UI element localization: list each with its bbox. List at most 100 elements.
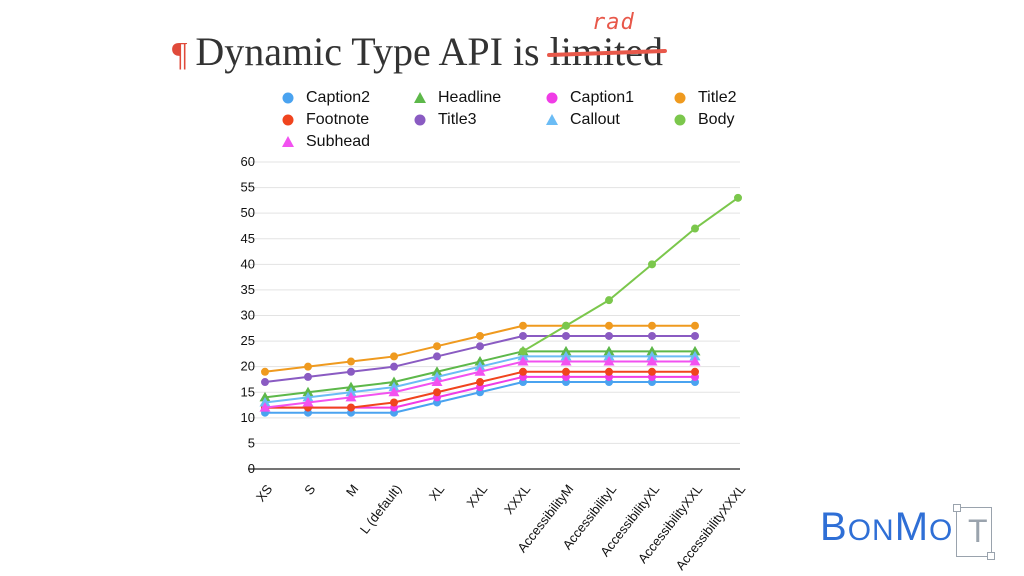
data-point-callout xyxy=(560,350,572,361)
legend-marker-circle-icon xyxy=(674,114,686,126)
data-point-callout xyxy=(259,396,271,407)
legend-label: Footnote xyxy=(306,111,370,128)
data-point-title2 xyxy=(476,331,484,340)
data-point-footnote xyxy=(390,398,398,407)
x-tick-label: S xyxy=(301,481,318,497)
data-point-title3 xyxy=(347,367,355,376)
data-point-title3 xyxy=(433,352,441,361)
legend-item-callout: Callout xyxy=(544,111,620,129)
legend-item-title3: Title3 xyxy=(412,111,477,129)
data-point-footnote xyxy=(476,378,484,387)
bonmot-logo: BONMO T xyxy=(820,504,995,560)
data-point-title2 xyxy=(261,367,269,376)
data-point-subhead xyxy=(474,366,486,376)
y-tick-label: 20 xyxy=(241,359,255,374)
data-point-subhead xyxy=(259,402,271,412)
legend-item-body: Body xyxy=(672,111,734,129)
series-line-body xyxy=(522,197,739,353)
legend-label: Callout xyxy=(570,111,620,128)
data-point-headline xyxy=(560,345,572,356)
legend-marker-triangle-icon xyxy=(282,136,294,147)
y-tick-label: 25 xyxy=(241,333,255,348)
data-point-headline xyxy=(474,356,486,366)
legend-marker-circle-icon xyxy=(546,92,558,104)
data-point-headline xyxy=(646,345,658,356)
data-point-headline xyxy=(302,386,314,397)
legend-item-caption2: Caption2 xyxy=(280,89,370,107)
data-point-body xyxy=(734,193,742,202)
data-point-callout xyxy=(646,350,658,361)
data-point-callout xyxy=(302,391,314,402)
data-point-subhead xyxy=(560,356,572,366)
legend-marker-circle-icon xyxy=(282,92,294,104)
data-point-callout xyxy=(388,381,400,392)
y-tick-label: 50 xyxy=(241,205,255,220)
legend-marker-triangle-icon xyxy=(546,114,558,125)
legend-marker-circle-icon xyxy=(674,92,686,104)
data-point-subhead xyxy=(388,386,400,397)
y-tick-label: 35 xyxy=(241,282,255,297)
data-point-title3 xyxy=(390,362,398,371)
data-point-subhead xyxy=(603,356,615,366)
data-point-body xyxy=(519,347,527,356)
data-point-title3 xyxy=(691,331,699,340)
y-tick-label: 5 xyxy=(248,435,255,450)
data-point-footnote xyxy=(605,367,613,376)
x-tick-label: XXXL xyxy=(501,482,533,517)
data-point-footnote xyxy=(562,367,570,376)
x-tick-label: L (default) xyxy=(357,482,405,537)
data-point-title3 xyxy=(476,342,484,351)
legend-item-headline: Headline xyxy=(412,89,501,107)
data-point-subhead xyxy=(689,356,701,366)
data-point-title2 xyxy=(347,357,355,366)
logo-wordmark: BONMO xyxy=(820,505,954,549)
data-point-body xyxy=(691,224,699,233)
legend-label: Body xyxy=(698,111,735,128)
data-point-title3 xyxy=(304,372,312,381)
data-point-subhead xyxy=(646,356,658,366)
data-point-body xyxy=(605,296,613,305)
x-tick-label: XL xyxy=(426,482,448,504)
legend-label: Caption1 xyxy=(570,89,635,106)
legend-marker-triangle-icon xyxy=(414,92,426,103)
y-tick-label: 60 xyxy=(241,154,255,169)
data-point-subhead xyxy=(345,391,357,402)
y-tick-label: 15 xyxy=(241,384,255,399)
data-point-headline xyxy=(259,391,271,402)
data-point-footnote xyxy=(433,388,441,397)
legend-item-caption1: Caption1 xyxy=(544,89,634,107)
legend-item-footnote: Footnote xyxy=(280,111,369,129)
y-tick-label: 10 xyxy=(241,410,255,425)
data-point-title2 xyxy=(519,321,527,330)
x-tick-label: M xyxy=(343,482,361,500)
data-point-title2 xyxy=(648,321,656,330)
title-struck-word: limited xyxy=(546,28,667,75)
data-point-headline xyxy=(388,376,400,387)
logo-t-letter: T xyxy=(968,513,988,549)
data-point-subhead xyxy=(302,396,314,407)
data-point-subhead xyxy=(431,376,443,387)
x-tick-label: XS xyxy=(253,481,276,504)
y-tick-label: 40 xyxy=(241,256,255,271)
data-point-headline xyxy=(431,366,443,376)
data-point-callout xyxy=(689,350,701,361)
title-main-text: Dynamic Type API is xyxy=(195,29,550,74)
data-point-title2 xyxy=(304,362,312,371)
legend-marker-circle-icon xyxy=(282,114,294,126)
legend-label: Title3 xyxy=(438,111,477,128)
data-point-footnote xyxy=(648,367,656,376)
data-point-title3 xyxy=(605,331,613,340)
legend-label: Subhead xyxy=(306,133,371,150)
legend-item-title2: Title2 xyxy=(672,89,737,107)
data-point-title3 xyxy=(562,331,570,340)
data-point-body xyxy=(562,321,570,330)
data-point-title2 xyxy=(605,321,613,330)
slide-title: ¶ Dynamic Type API is limited xyxy=(172,28,667,78)
y-tick-label: 55 xyxy=(241,180,255,195)
data-point-callout xyxy=(603,350,615,361)
logo-selection-box xyxy=(953,504,995,560)
legend-label: Caption2 xyxy=(306,89,371,106)
data-point-callout xyxy=(474,361,486,371)
y-tick-label: 30 xyxy=(241,308,255,323)
